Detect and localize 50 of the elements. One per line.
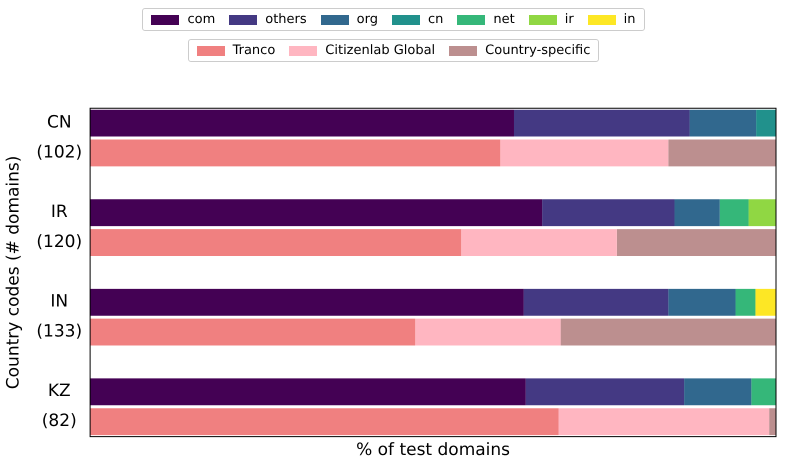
y-tick-label: IN <box>50 292 68 312</box>
bar <box>684 378 752 406</box>
bar <box>90 140 500 166</box>
legend-label: cn <box>428 12 444 27</box>
bar <box>90 378 526 406</box>
y-tick-label: KZ <box>48 381 71 402</box>
bar <box>755 288 776 316</box>
legend-label: com <box>187 12 216 27</box>
bar <box>690 110 756 137</box>
bar <box>558 408 770 436</box>
y-tick-label: (120) <box>36 232 82 252</box>
bar <box>674 199 720 226</box>
bar <box>748 199 776 226</box>
bar <box>560 318 776 346</box>
bar <box>668 288 736 316</box>
bar <box>415 318 561 346</box>
legend-label: in <box>624 12 636 27</box>
bar <box>514 110 690 137</box>
bar <box>616 229 776 256</box>
bar <box>500 140 668 166</box>
y-axis-title: Country codes (# domains) <box>4 156 24 390</box>
bar <box>90 408 559 436</box>
legend-label: others <box>265 12 307 27</box>
bar <box>90 288 524 316</box>
bar <box>668 140 776 166</box>
legend-label: net <box>493 12 515 27</box>
bar <box>90 199 542 226</box>
x-axis-title: % of test domains <box>356 440 510 460</box>
bar <box>542 199 674 226</box>
legend-label: ir <box>564 12 574 27</box>
bar <box>526 378 684 406</box>
y-tick-label: (133) <box>36 322 82 342</box>
y-tick-label: CN <box>46 112 72 133</box>
bar <box>524 288 668 316</box>
bar <box>751 378 776 406</box>
bar <box>736 288 756 316</box>
y-tick-label: (102) <box>36 142 82 162</box>
bar <box>461 229 617 256</box>
legend-label: Tranco <box>232 43 276 58</box>
bar <box>90 318 416 346</box>
bar <box>720 199 749 226</box>
y-tick-label: (82) <box>42 411 77 432</box>
y-tick-label: IR <box>50 202 68 222</box>
legend-label: org <box>356 12 378 27</box>
bar <box>90 110 514 137</box>
bar <box>90 229 462 256</box>
legend-label: Country-specific <box>485 43 590 58</box>
bar <box>769 408 776 436</box>
bar <box>756 110 776 137</box>
legend-label: Citizenlab Global <box>325 43 436 58</box>
